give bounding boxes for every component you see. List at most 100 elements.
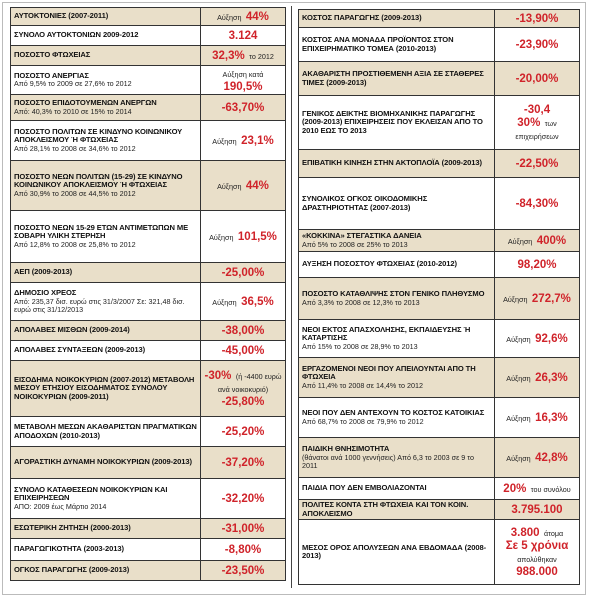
label: ΠΟΣΟΣΤΟ ΑΝΕΡΓΙΑΣ: [14, 70, 89, 80]
label-cell: ΠΟΛΙΤΕΣ ΚΟΝΤΑ ΣΤΗ ΦΤΩΧΕΙΑ ΚΑΙ ΤΟΝ ΚΟΙΝ. …: [298, 498, 495, 521]
value: 32,3%: [212, 50, 245, 62]
value-cell: -84,30%: [494, 177, 580, 230]
label-cell: ΕΠΙΒΑΤΙΚΗ ΚΙΝΗΣΗ ΣΤΗΝ ΑΚΤΟΠΛΟΪΑ (2009-20…: [298, 149, 495, 178]
value-cell: -38,00%: [200, 320, 286, 341]
value: -37,20%: [221, 457, 265, 469]
row: ΜΕΣΟΣ ΟΡΟΣ ΑΠΟΛΥΣΕΩΝ ΑΝΑ ΕΒΔΟΜΑΔΑ (2008-…: [298, 519, 580, 586]
value-line: -20,00%: [498, 72, 576, 85]
value-line: -31,00%: [204, 522, 282, 535]
value-line: Αύξηση κατά 190,5%: [204, 67, 282, 93]
value: 42,8%: [535, 452, 568, 464]
value: 400%: [536, 235, 567, 247]
value-line: Αύξηση 101,5%: [204, 230, 282, 243]
label-cell: ΝΕΟΙ ΠΟΥ ΔΕΝ ΑΝΤΕΧΟΥΝ ΤΟ ΚΟΣΤΟΣ ΚΑΤΟΙΚΙΑ…: [298, 397, 495, 438]
row: ΕΡΓΑΖΟΜΕΝΟΙ ΝΕΟΙ ΠΟΥ ΑΠΕΙΛΟΥΝΤΑΙ ΑΠΟ ΤΗ …: [298, 357, 580, 398]
label-cell: ΠΟΣΟΣΤΟ ΕΠΙΔΟΤΟΥΜΕΝΩΝ ΑΝΕΡΓΩΝ Από: 40,3% …: [10, 94, 201, 121]
row: ΟΓΚΟΣ ΠΑΡΑΓΩΓΗΣ (2009-2013) -23,50%: [10, 560, 286, 581]
row: ΠΑΡΑΓΩΓΙΚΟΤΗΤΑ (2003-2013) -8,80%: [10, 538, 286, 561]
value: -23,50%: [221, 565, 265, 577]
value-text: (ή -4400 ευρώ ανά νοικοκυριό): [217, 372, 282, 394]
label: ΑΠΟΛΑΒΕΣ ΜΙΣΘΩΝ (2009-2014): [14, 325, 130, 335]
value-text: Αύξηση: [506, 414, 531, 423]
value-cell: Αύξηση 16,3%: [494, 397, 580, 438]
value-cell: -45,00%: [200, 340, 286, 361]
note: Από 15% το 2008 σε 28,9% το 2013: [302, 341, 418, 351]
value-cell: -30,4 30% των επιχειρήσεων: [494, 95, 580, 150]
label: ΠΟΣΟΣΤΟ ΝΕΩΝ 15-29 ΕΤΩΝ ΑΝΤΙΜΕΤΩΠΩΝ ΜΕ Σ…: [14, 222, 189, 241]
value: -84,30%: [515, 198, 559, 210]
value-cell: -25,20%: [200, 416, 286, 447]
value: 101,5%: [237, 231, 277, 243]
label: ΕΙΣΟΔΗΜΑ ΝΟΙΚΟΚΥΡΙΩΝ (2007-2012) ΜΕΤΑΒΟΛ…: [14, 374, 195, 401]
label-cell: ΠΑΡΑΓΩΓΙΚΟΤΗΤΑ (2003-2013): [10, 538, 201, 561]
value-line: 32,3% το 2012: [204, 49, 282, 62]
value-text: Αύξηση: [212, 298, 237, 307]
label: ΠΟΣΟΣΤΟ ΦΤΩΧΕΙΑΣ: [14, 50, 91, 60]
label-cell: ΣΥΝΟΛΟ ΚΑΤΑΘΕΣΕΩΝ ΝΟΙΚΟΚΥΡΙΩΝ ΚΑΙ ΕΠΙΧΕΙ…: [10, 478, 201, 519]
value-cell: Αύξηση 23,1%: [200, 120, 286, 161]
divider: [291, 6, 292, 588]
row: ΠΟΣΟΣΤΟ ΝΕΩΝ ΠΟΛΙΤΩΝ (15-29) ΣΕ ΚΙΝΔΥΝΟ …: [10, 160, 286, 211]
label: ΝΕΟΙ ΕΚΤΟΣ ΑΠΑΣΧΟΛΗΣΗΣ, ΕΚΠΑΙΔΕΥΣΗΣ Ή ΚΑ…: [302, 324, 471, 343]
label: ΝΕΟΙ ΠΟΥ ΔΕΝ ΑΝΤΕΧΟΥΝ ΤΟ ΚΟΣΤΟΣ ΚΑΤΟΙΚΙΑ…: [302, 408, 485, 418]
value-cell: -25,00%: [200, 262, 286, 283]
label-cell: ΠΟΣΟΣΤΟ ΠΟΛΙΤΩΝ ΣΕ ΚΙΝΔΥΝΟ ΚΟΙΝΩΝΙΚΟΥ ΑΠ…: [10, 120, 201, 161]
note: ΑΠΟ: 2009 έως Μάρτιο 2014: [14, 501, 107, 511]
label: ΑΥΞΗΣΗ ΠΟΣΟΣΤΟΥ ΦΤΩΧΕΙΑΣ (2010-2012): [302, 259, 457, 269]
label-cell: ΚΟΣΤΟΣ ΑΝΑ ΜΟΝΑΔΑ ΠΡΟΪΟΝΤΟΣ ΣΤΟΝ ΕΠΙΧΕΙΡ…: [298, 27, 495, 62]
label: ΓΕΝΙΚΟΣ ΔΕΙΚΤΗΣ ΒΙΟΜΗΧΑΝΙΚΗΣ ΠΑΡΑΓΩΓΗΣ (…: [302, 108, 483, 135]
row: ΠΟΣΟΣΤΟ ΚΑΤΑΘΛΙΨΗΣ ΣΤΟΝ ΓΕΝΙΚΟ ΠΛΗΘΥΣΜΟ Α…: [298, 277, 580, 320]
label-cell: ΜΕΤΑΒΟΛΗ ΜΕΣΩΝ ΑΚΑΘΑΡΙΣΤΩΝ ΠΡΑΓΜΑΤΙΚΩΝ Α…: [10, 416, 201, 447]
value-cell: Αύξηση 42,8%: [494, 437, 580, 478]
value: 44%: [245, 180, 269, 192]
value: -31,00%: [221, 523, 265, 535]
value-line: 20% του συνόλου: [498, 482, 576, 495]
frame: [2, 2, 586, 595]
label-cell: ΕΡΓΑΖΟΜΕΝΟΙ ΝΕΟΙ ΠΟΥ ΑΠΕΙΛΟΥΝΤΑΙ ΑΠΟ ΤΗ …: [298, 357, 495, 398]
label-cell: ΟΓΚΟΣ ΠΑΡΑΓΩΓΗΣ (2009-2013): [10, 560, 201, 581]
value-line: -25,20%: [204, 425, 282, 438]
row: ΝΕΟΙ ΕΚΤΟΣ ΑΠΑΣΧΟΛΗΣΗΣ, ΕΚΠΑΙΔΕΥΣΗΣ Ή ΚΑ…: [298, 319, 580, 358]
value-cell: -32,20%: [200, 478, 286, 519]
row: ΠΟΛΙΤΕΣ ΚΟΝΤΑ ΣΤΗ ΦΤΩΧΕΙΑ ΚΑΙ ΤΟΝ ΚΟΙΝ. …: [298, 498, 580, 521]
value: 26,3%: [535, 372, 568, 384]
note: Από: 235,37 δισ. ευρώ στις 31/3/2007 Σε:…: [14, 296, 185, 314]
label-cell: ΠΟΣΟΣΤΟ ΑΝΕΡΓΙΑΣ Από 9,5% το 2009 σε 27,6…: [10, 65, 201, 95]
label-cell: ΠΟΣΟΣΤΟ ΝΕΩΝ 15-29 ΕΤΩΝ ΑΝΤΙΜΕΤΩΠΩΝ ΜΕ Σ…: [10, 210, 201, 263]
value-line: -32,20%: [204, 492, 282, 505]
right-table: ΚΟΣΤΟΣ ΠΑΡΑΓΩΓΗΣ (2009-2013) -13,90% ΚΟΣΤΟ…: [298, 9, 580, 586]
value: 92,6%: [535, 333, 568, 345]
value-cell: 32,3% το 2012: [200, 45, 286, 66]
value-cell: -23,90%: [494, 27, 580, 62]
row: ΕΙΣΟΔΗΜΑ ΝΟΙΚΟΚΥΡΙΩΝ (2007-2012) ΜΕΤΑΒΟΛ…: [10, 360, 286, 417]
label-cell: ΓΕΝΙΚΟΣ ΔΕΙΚΤΗΣ ΒΙΟΜΗΧΑΝΙΚΗΣ ΠΑΡΑΓΩΓΗΣ (…: [298, 95, 495, 150]
label-cell: ΔΗΜΟΣΙΟ ΧΡΕΟΣ Από: 235,37 δισ. ευρώ στις …: [10, 282, 201, 321]
label: ΠΑΡΑΓΩΓΙΚΟΤΗΤΑ (2003-2013): [14, 544, 124, 554]
label: ΔΗΜΟΣΙΟ ΧΡΕΟΣ: [14, 288, 77, 297]
label-cell: ΕΣΩΤΕΡΙΚΗ ΖΗΤΗΣΗ (2000-2013): [10, 518, 201, 539]
label: ΑΕΠ (2009-2013): [14, 267, 73, 277]
row: ΠΟΣΟΣΤΟ ΠΟΛΙΤΩΝ ΣΕ ΚΙΝΔΥΝΟ ΚΟΙΝΩΝΙΚΟΥ ΑΠ…: [10, 120, 286, 161]
value-line: 988.000: [498, 565, 576, 578]
value: -25,20%: [221, 426, 265, 438]
value-cell: -23,50%: [200, 560, 286, 581]
row: ΑΠΟΛΑΒΕΣ ΜΙΣΘΩΝ (2009-2014) -38,00%: [10, 320, 286, 341]
label-cell: ΠΑΙΔΙΑ ΠΟΥ ΔΕΝ ΕΜΒΟΛΙΑΖΟΝΤΑΙ: [298, 477, 495, 500]
value-line: -63,70%: [204, 101, 282, 114]
label: ΠΑΙΔΙΚΗ ΘΝΗΣΙΜΟΤΗΤΑ: [302, 444, 390, 453]
note: (θάνατοι ανά 1000 γεννήσεις) Από 6,3 το …: [302, 452, 475, 470]
value: -13,90%: [515, 13, 559, 25]
value: -45,00%: [221, 345, 265, 357]
value-cell: Αύξηση 101,5%: [200, 210, 286, 263]
row: ΚΟΣΤΟΣ ΑΝΑ ΜΟΝΑΔΑ ΠΡΟΪΟΝΤΟΣ ΣΤΟΝ ΕΠΙΧΕΙΡ…: [298, 27, 580, 62]
row: «ΚΟΚΚΙΝΑ» ΣΤΕΓΑΣΤΙΚΑ ΔΑΝΕΙΑ Από 5% το 200…: [298, 229, 580, 252]
row: ΓΕΝΙΚΟΣ ΔΕΙΚΤΗΣ ΒΙΟΜΗΧΑΝΙΚΗΣ ΠΑΡΑΓΩΓΗΣ (…: [298, 95, 580, 150]
value-cell: -63,70%: [200, 94, 286, 121]
value-line: Σε 5 χρόνια απολύθηκαν: [498, 539, 576, 565]
label: ΑΚΑΘΑΡΙΣΤΗ ΠΡΟΣΤΙΘΕΜΕΝΗ ΑΞΙΑ ΣΕ ΣΤΑΘΕΡΕΣ…: [302, 68, 484, 87]
value-line: Αύξηση 272,7%: [498, 292, 576, 305]
value-text: Αύξηση: [212, 137, 237, 146]
value: 36,5%: [241, 296, 274, 308]
value: -63,70%: [221, 102, 265, 114]
row: ΠΟΣΟΣΤΟ ΑΝΕΡΓΙΑΣ Από 9,5% το 2009 σε 27,6…: [10, 65, 286, 95]
